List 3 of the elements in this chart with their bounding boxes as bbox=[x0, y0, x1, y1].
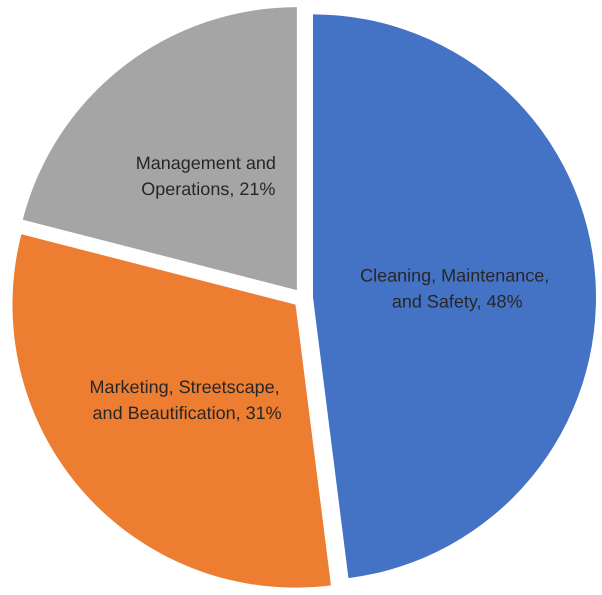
slice-label: Marketing, Streetscape, and Beautification, 31% bbox=[90, 377, 285, 424]
slice-label: Management and Operations, 21% bbox=[136, 152, 281, 199]
slice-label: Cleaning, Maintenance, and Safety, 48% bbox=[360, 265, 554, 312]
